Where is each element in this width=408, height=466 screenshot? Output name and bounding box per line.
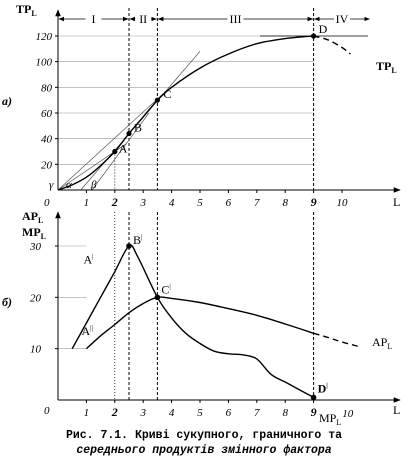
apmp-y-tick-label: 20 xyxy=(30,292,42,304)
tp-point-label: C xyxy=(163,87,171,101)
apmp-x-ticks: 1 2 3 4 5 6 7 8 9 xyxy=(84,400,317,419)
tp-stage-label-bg xyxy=(85,12,102,25)
tp-y-tick-label: 40 xyxy=(41,134,53,146)
apmp-x-tick-label: 5 xyxy=(197,407,203,419)
tp-angle-alpha: α xyxy=(66,179,72,191)
figure-caption: Рис. 7.1. Криві сукупного, граничного та… xyxy=(0,428,408,458)
tp-angle-gamma: γ xyxy=(49,179,54,191)
tp-x-tick-label: 3 xyxy=(139,197,146,209)
tp-x-tick-label: 1 xyxy=(84,197,90,209)
tp-series-label: TPL xyxy=(376,59,397,75)
apmp-x-axis-label: L xyxy=(393,403,400,417)
caption-line-2: середнього продуктів змінного фактора xyxy=(76,444,332,457)
apmp-point-label: B| xyxy=(133,233,142,247)
tp-y-tick-label: 100 xyxy=(36,57,53,69)
ap-curve-extension xyxy=(313,332,360,348)
ap-y-axis-label: APL xyxy=(22,209,43,225)
tp-panel-label: а) xyxy=(2,94,12,108)
caption-line-1: Рис. 7.1. Криві сукупного, граничного та xyxy=(65,429,343,442)
tp-gridlines xyxy=(58,35,314,165)
tp-tangent-a xyxy=(91,112,150,191)
tp-stage-bar: I II III IV xyxy=(58,12,370,26)
tp-x-tick-label: 7 xyxy=(254,197,260,209)
tp-point-label: D xyxy=(319,22,328,36)
apmp-point-d xyxy=(310,394,317,401)
apmp-y-tick-label: 10 xyxy=(30,344,42,356)
apmp-points: B| C| D| A| A|| xyxy=(81,233,329,401)
tp-x-tick-label: 9 xyxy=(311,195,317,209)
ap-curve xyxy=(85,296,314,350)
apmp-x-tick-label: 6 xyxy=(226,407,232,419)
tp-stage-label-bg xyxy=(135,12,152,25)
mp-y-axis-label: MPL xyxy=(22,225,46,241)
tp-x-tick-label: 10 xyxy=(337,197,349,209)
tp-x-tick-label: 6 xyxy=(226,197,232,209)
tp-stage-label-bg xyxy=(227,12,244,25)
tp-point-a xyxy=(112,148,118,155)
apmp-y-ticks: 10 20 30 xyxy=(29,241,58,356)
tp-y-ticks: 20 40 60 80 100 120 xyxy=(36,31,58,171)
tp-point-b xyxy=(126,130,132,137)
tp-x-tick-label: 5 xyxy=(197,197,203,209)
apmp-x-tick-label: 9 xyxy=(311,405,317,419)
tp-points: AB C D xyxy=(112,22,328,156)
mp-series-label: MPL10 xyxy=(319,408,354,427)
apmp-x-tick-10: 10 xyxy=(342,408,354,420)
tp-stage-label: III xyxy=(230,12,242,26)
tp-point-c xyxy=(154,97,160,103)
tp-x-axis-label: L xyxy=(393,195,400,209)
tp-angle-beta: β xyxy=(90,179,97,191)
tp-curve xyxy=(57,35,314,191)
apmp-x-tick-label: 4 xyxy=(169,407,175,419)
tp-origin-label: 0 xyxy=(44,197,50,209)
apmp-chart: 1 2 3 4 5 6 7 8 9 10 20 30 B| C| D| A| A|| APL MPL L 0… xyxy=(2,209,401,427)
tp-y-tick-label: 120 xyxy=(36,31,53,43)
apmp-point-b xyxy=(126,243,132,249)
apmp-x-tick-label: 3 xyxy=(139,407,146,419)
apmp-x-tick-label: 2 xyxy=(111,405,118,419)
apmp-point-label: A|| xyxy=(81,324,92,338)
tp-y-tick-label: 60 xyxy=(41,108,53,120)
apmp-x-tick-label: 8 xyxy=(282,407,288,419)
tp-y-tick-label: 20 xyxy=(41,159,53,171)
mp-curve xyxy=(71,244,314,399)
tp-stage-label: I xyxy=(92,12,96,26)
tp-stage-label: IV xyxy=(336,12,349,26)
tp-y-axis-label: TPL xyxy=(16,2,37,18)
tp-ray-origin-c xyxy=(57,93,164,191)
apmp-point-label: C| xyxy=(161,282,170,296)
tp-x-ticks: 1 2 3 4 5 6 7 8 9 10 xyxy=(84,190,348,209)
tp-stage-label: II xyxy=(139,12,147,26)
apmp-y-tick-label: 30 xyxy=(29,241,42,253)
apmp-x-tick-label: 1 xyxy=(84,407,90,419)
apmp-point-label: A| xyxy=(83,253,93,267)
apmp-point-c xyxy=(154,294,161,301)
ap-series-label: APL xyxy=(372,335,392,351)
tp-point-label: B xyxy=(134,121,142,135)
tp-curve-extension xyxy=(313,35,351,55)
tp-x-tick-label: 4 xyxy=(169,197,175,209)
apmp-origin-label: 0 xyxy=(44,405,50,417)
tp-x-tick-label: 8 xyxy=(282,197,288,209)
tp-point-d xyxy=(311,33,317,39)
tp-point-label: A xyxy=(119,142,128,156)
apmp-panel-label: б) xyxy=(2,295,12,309)
tp-x-tick-label: 2 xyxy=(111,195,118,209)
tp-stage-label-bg xyxy=(334,12,350,25)
tp-stage-boundaries xyxy=(114,8,315,190)
tp-y-tick-label: 80 xyxy=(41,82,53,94)
apmp-point-label: D| xyxy=(318,381,329,395)
apmp-x-tick-label: 7 xyxy=(254,407,260,419)
